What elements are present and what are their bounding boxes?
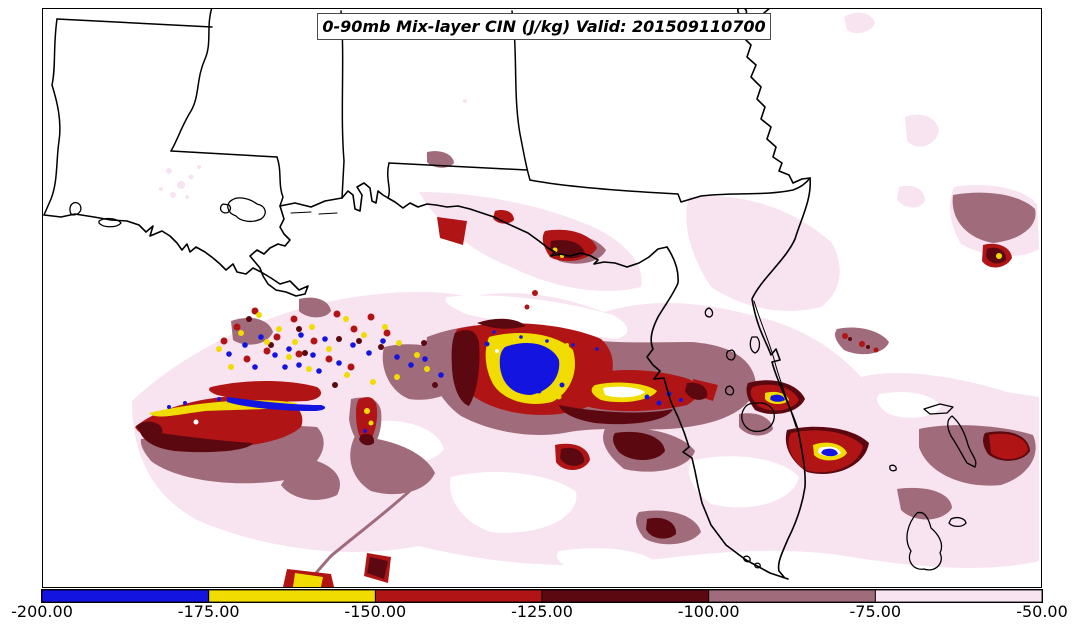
tick-label-4: -100.00	[677, 602, 740, 621]
lake-maurepas	[219, 203, 232, 214]
tick-label-1: -175.00	[177, 602, 240, 621]
barrier-islands-ms	[290, 211, 338, 215]
lake-st-johns-1	[725, 349, 736, 361]
tick-label-3: -125.00	[511, 602, 573, 621]
island-bimini	[889, 464, 897, 472]
cin-pink-georgia-2	[905, 114, 939, 147]
colorbar-segment-mauve	[708, 590, 876, 602]
border-alabama-georgia	[511, 10, 531, 181]
island-grand-bahama	[923, 403, 954, 415]
cin-pink-ne-florida	[686, 196, 840, 311]
plot-title-box: 0-90mb Mix-layer CIN (J/kg) Valid: 20150…	[317, 13, 771, 40]
coast-canaveral-lagoon	[753, 300, 797, 428]
colorbar-ticks: -200.00 -175.00 -150.00 -125.00 -100.00 …	[0, 602, 1076, 624]
colorbar-segment-red	[375, 590, 543, 602]
coast-mississippi-sound	[279, 197, 343, 208]
plot-title: 0-90mb Mix-layer CIN (J/kg) Valid: 20150…	[322, 17, 766, 36]
colorbar-svg	[40, 588, 1043, 604]
border-alabama-florida	[388, 162, 528, 171]
map-frame	[42, 8, 1042, 588]
border-louisiana-mississippi	[170, 150, 278, 158]
colorbar-border	[40, 588, 1043, 604]
coast-mobile-bay	[341, 182, 389, 212]
colorbar-segment-maroon	[542, 590, 709, 602]
coast-florida-panhandle	[387, 197, 668, 268]
border-florida-georgia	[529, 177, 811, 203]
tick-label-5: -75.00	[849, 602, 902, 621]
lake-pontchartrain	[227, 197, 266, 223]
state-borders	[43, 9, 811, 216]
lake-calcasieu	[69, 201, 82, 216]
cin-pink-panhandle	[419, 192, 642, 291]
island-andros	[906, 511, 943, 571]
cin-field	[132, 12, 1039, 587]
border-texas-louisiana	[43, 18, 61, 216]
colorbar-segment-yellow	[208, 590, 376, 602]
cin-white-holes	[133, 240, 971, 574]
cin-layer-maroon	[136, 240, 1007, 579]
coastlines	[43, 9, 812, 580]
lake-white	[98, 217, 122, 228]
cin-pink-georgia-3	[897, 185, 925, 208]
coast-florida-east	[751, 177, 812, 578]
tick-label-2: -150.00	[344, 602, 407, 621]
lake-st-johns-2	[724, 385, 735, 396]
border-arkansas-louisiana	[56, 18, 213, 28]
island-everglades-2	[754, 562, 761, 569]
island-everglades-1	[743, 555, 751, 563]
border-pearl-river	[276, 156, 284, 207]
lake-george	[749, 336, 761, 354]
island-andros-east	[948, 516, 967, 528]
colorbar-segment-blue	[42, 590, 209, 602]
coast-louisiana	[43, 205, 309, 297]
lakes-and-islands	[69, 197, 977, 571]
tick-label-6: -50.00	[1016, 602, 1068, 621]
cin-pink-georgia-1	[844, 12, 875, 34]
geography-outlines	[43, 9, 977, 580]
cin-layer-blue	[167, 330, 838, 457]
lake-central-florida	[704, 307, 714, 318]
colorbar-segment-pink	[875, 590, 1042, 602]
island-abaco	[947, 415, 977, 468]
border-perdido-river	[386, 162, 391, 199]
colorbar	[40, 588, 1043, 604]
border-mississippi-river	[170, 9, 213, 152]
coast-florida-west	[646, 246, 789, 580]
tick-label-0: -200.00	[11, 602, 73, 621]
coast-georgia-atlantic	[740, 9, 811, 184]
lake-okeechobee	[741, 402, 775, 433]
weather-map	[43, 9, 1039, 587]
